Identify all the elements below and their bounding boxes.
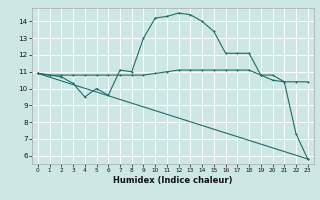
X-axis label: Humidex (Indice chaleur): Humidex (Indice chaleur) xyxy=(113,176,233,185)
